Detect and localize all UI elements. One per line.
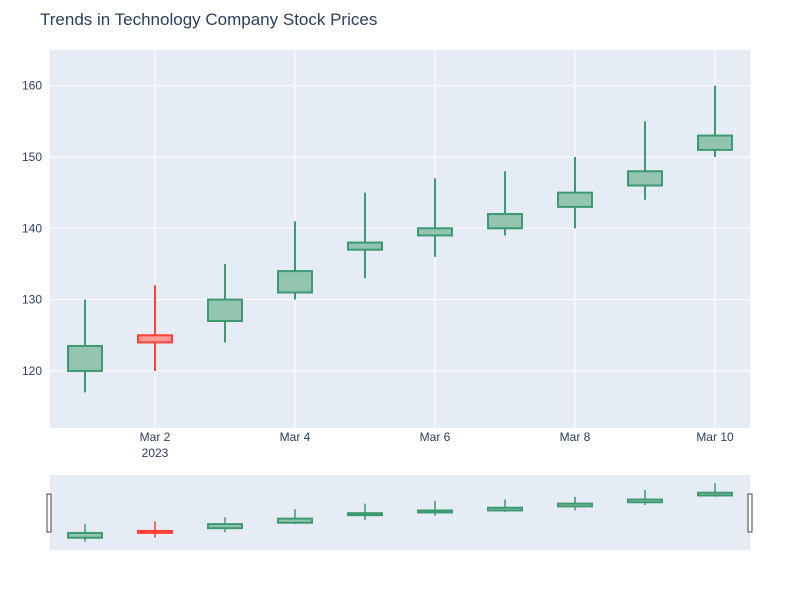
range-slider-body (488, 508, 522, 511)
x-tick-sublabel: 2023 (142, 446, 169, 460)
candle-body (138, 335, 172, 342)
x-tick-label: Mar 8 (560, 430, 591, 444)
y-axis: 120 130 140 150 160 (22, 79, 42, 378)
range-slider-body (558, 504, 592, 507)
range-slider-body (138, 531, 172, 533)
candle-body (208, 300, 242, 321)
y-tick-label: 150 (22, 150, 42, 164)
y-tick-label: 160 (22, 79, 42, 93)
range-slider-right-handle[interactable] (748, 494, 752, 532)
x-axis: Mar 2 2023 Mar 4 Mar 6 Mar 8 Mar 10 (140, 430, 734, 460)
chart-title: Trends in Technology Company Stock Price… (40, 10, 377, 29)
x-tick-label: Mar 6 (420, 430, 451, 444)
range-slider-left-handle[interactable] (47, 494, 51, 532)
candle-body (278, 271, 312, 292)
candle-body (698, 136, 732, 150)
range-slider-body (628, 500, 662, 503)
x-tick-label: Mar 10 (696, 430, 734, 444)
range-slider-body (208, 524, 242, 528)
candle-body (628, 171, 662, 185)
range-slider-body (278, 519, 312, 523)
candle-body (68, 346, 102, 371)
x-tick-label: Mar 2 (140, 430, 171, 444)
y-tick-label: 120 (22, 364, 42, 378)
candle-body (558, 193, 592, 207)
range-slider-body (698, 493, 732, 496)
y-tick-label: 130 (22, 293, 42, 307)
candle-body (348, 243, 382, 250)
range-slider-body (68, 533, 102, 538)
y-tick-label: 140 (22, 221, 42, 235)
range-slider-body (418, 510, 452, 512)
candle-body (488, 214, 522, 228)
range-slider-body (348, 513, 382, 515)
x-tick-label: Mar 4 (280, 430, 311, 444)
candle-body (418, 228, 452, 235)
range-slider[interactable] (50, 475, 750, 550)
